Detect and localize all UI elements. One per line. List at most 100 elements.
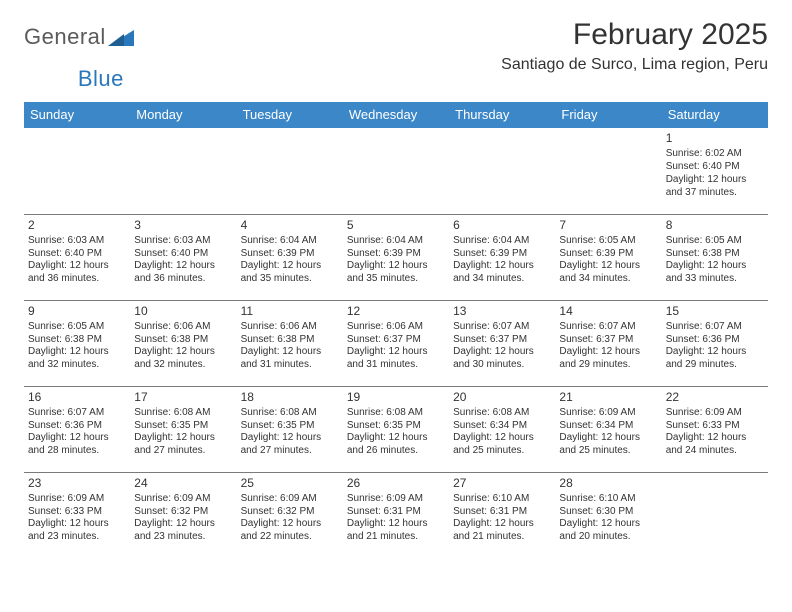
sunset-text: Sunset: 6:36 PM <box>28 420 126 433</box>
sunrise-text: Sunrise: 6:06 AM <box>347 321 445 334</box>
daylight-text: Daylight: 12 hours <box>666 346 764 359</box>
sunrise-text: Sunrise: 6:03 AM <box>134 235 232 248</box>
calendar-day-cell: 24Sunrise: 6:09 AMSunset: 6:32 PMDayligh… <box>130 472 236 558</box>
daylight-text: and 29 minutes. <box>666 359 764 372</box>
sunset-text: Sunset: 6:35 PM <box>134 420 232 433</box>
daylight-text: and 27 minutes. <box>134 445 232 458</box>
sunset-text: Sunset: 6:36 PM <box>666 334 764 347</box>
day-number: 11 <box>241 304 339 319</box>
sunrise-text: Sunrise: 6:06 AM <box>134 321 232 334</box>
daylight-text: and 25 minutes. <box>559 445 657 458</box>
day-number: 3 <box>134 218 232 233</box>
sunrise-text: Sunrise: 6:09 AM <box>241 493 339 506</box>
daylight-text: and 34 minutes. <box>453 273 551 286</box>
sunset-text: Sunset: 6:37 PM <box>559 334 657 347</box>
daylight-text: Daylight: 12 hours <box>134 346 232 359</box>
daylight-text: and 29 minutes. <box>559 359 657 372</box>
daylight-text: Daylight: 12 hours <box>347 432 445 445</box>
daylight-text: Daylight: 12 hours <box>241 260 339 273</box>
day-number: 28 <box>559 476 657 491</box>
calendar-day-cell <box>555 128 661 214</box>
sunset-text: Sunset: 6:40 PM <box>666 161 764 174</box>
sunrise-text: Sunrise: 6:09 AM <box>28 493 126 506</box>
day-number: 19 <box>347 390 445 405</box>
day-number: 25 <box>241 476 339 491</box>
daylight-text: and 36 minutes. <box>134 273 232 286</box>
calendar-day-cell: 25 Sunrise: 6:09 AMSunset: 6:32 PMDayligh… <box>237 472 343 558</box>
calendar-day-cell <box>237 128 343 214</box>
sunset-text: Sunset: 6:35 PM <box>241 420 339 433</box>
sunset-text: Sunset: 6:37 PM <box>347 334 445 347</box>
calendar-day-cell: 21Sunrise: 6:09 AMSunset: 6:34 PMDayligh… <box>555 386 661 472</box>
calendar-day-cell <box>449 128 555 214</box>
sunset-text: Sunset: 6:40 PM <box>28 248 126 261</box>
day-number: 1 <box>666 131 764 146</box>
calendar-day-cell: 4Sunrise: 6:04 AMSunset: 6:39 PMDaylight… <box>237 214 343 300</box>
sunset-text: Sunset: 6:33 PM <box>28 506 126 519</box>
logo-text-general: General <box>24 24 106 50</box>
daylight-text: Daylight: 12 hours <box>559 432 657 445</box>
calendar-day-cell: 14Sunrise: 6:07 AMSunset: 6:37 PMDayligh… <box>555 300 661 386</box>
day-number: 5 <box>347 218 445 233</box>
daylight-text: Daylight: 12 hours <box>453 260 551 273</box>
calendar-header-row: Sunday Monday Tuesday Wednesday Thursday… <box>24 102 768 128</box>
calendar-day-cell: 23Sunrise: 6:09 AMSunset: 6:33 PMDayligh… <box>24 472 130 558</box>
calendar-day-cell: 10Sunrise: 6:06 AMSunset: 6:38 PMDayligh… <box>130 300 236 386</box>
daylight-text: and 33 minutes. <box>666 273 764 286</box>
calendar-day-cell <box>343 128 449 214</box>
day-number: 15 <box>666 304 764 319</box>
daylight-text: Daylight: 12 hours <box>241 518 339 531</box>
sunset-text: Sunset: 6:31 PM <box>347 506 445 519</box>
calendar-day-cell: 3Sunrise: 6:03 AMSunset: 6:40 PMDaylight… <box>130 214 236 300</box>
sunset-text: Sunset: 6:35 PM <box>347 420 445 433</box>
daylight-text: and 21 minutes. <box>347 531 445 544</box>
day-number: 22 <box>666 390 764 405</box>
daylight-text: Daylight: 12 hours <box>559 260 657 273</box>
sunset-text: Sunset: 6:32 PM <box>241 506 339 519</box>
day-number: 7 <box>559 218 657 233</box>
daylight-text: and 26 minutes. <box>347 445 445 458</box>
sunrise-text: Sunrise: 6:03 AM <box>28 235 126 248</box>
daylight-text: and 36 minutes. <box>28 273 126 286</box>
sunset-text: Sunset: 6:34 PM <box>453 420 551 433</box>
calendar-week-row: 16Sunrise: 6:07 AMSunset: 6:36 PMDayligh… <box>24 386 768 472</box>
daylight-text: Daylight: 12 hours <box>241 432 339 445</box>
calendar-table: Sunday Monday Tuesday Wednesday Thursday… <box>24 102 768 558</box>
daylight-text: and 31 minutes. <box>241 359 339 372</box>
sunrise-text: Sunrise: 6:09 AM <box>666 407 764 420</box>
daylight-text: Daylight: 12 hours <box>347 260 445 273</box>
sunset-text: Sunset: 6:34 PM <box>559 420 657 433</box>
day-number: 9 <box>28 304 126 319</box>
day-number: 6 <box>453 218 551 233</box>
daylight-text: Daylight: 12 hours <box>666 260 764 273</box>
daylight-text: Daylight: 12 hours <box>666 174 764 187</box>
sunset-text: Sunset: 6:38 PM <box>666 248 764 261</box>
calendar-day-cell: 2Sunrise: 6:03 AMSunset: 6:40 PMDaylight… <box>24 214 130 300</box>
calendar-day-cell: 11Sunrise: 6:06 AMSunset: 6:38 PMDayligh… <box>237 300 343 386</box>
daylight-text: and 28 minutes. <box>28 445 126 458</box>
day-number: 21 <box>559 390 657 405</box>
daylight-text: Daylight: 12 hours <box>28 432 126 445</box>
calendar-body: 1Sunrise: 6:02 AMSunset: 6:40 PMDaylight… <box>24 128 768 558</box>
logo-triangle-icon <box>108 28 134 46</box>
day-number: 2 <box>28 218 126 233</box>
day-number: 4 <box>241 218 339 233</box>
sunset-text: Sunset: 6:31 PM <box>453 506 551 519</box>
daylight-text: and 34 minutes. <box>559 273 657 286</box>
calendar-day-cell: 9Sunrise: 6:05 AMSunset: 6:38 PMDaylight… <box>24 300 130 386</box>
daylight-text: and 20 minutes. <box>559 531 657 544</box>
sunrise-text: Sunrise: 6:05 AM <box>666 235 764 248</box>
day-number: 20 <box>453 390 551 405</box>
calendar-day-cell: 6Sunrise: 6:04 AMSunset: 6:39 PMDaylight… <box>449 214 555 300</box>
daylight-text: Daylight: 12 hours <box>453 432 551 445</box>
sunset-text: Sunset: 6:38 PM <box>241 334 339 347</box>
sunrise-text: Sunrise: 6:04 AM <box>453 235 551 248</box>
daylight-text: Daylight: 12 hours <box>28 346 126 359</box>
daylight-text: and 21 minutes. <box>453 531 551 544</box>
day-header: Tuesday <box>237 102 343 128</box>
daylight-text: and 27 minutes. <box>241 445 339 458</box>
day-number: 26 <box>347 476 445 491</box>
day-header: Wednesday <box>343 102 449 128</box>
daylight-text: and 23 minutes. <box>134 531 232 544</box>
calendar-day-cell: 13Sunrise: 6:07 AMSunset: 6:37 PMDayligh… <box>449 300 555 386</box>
